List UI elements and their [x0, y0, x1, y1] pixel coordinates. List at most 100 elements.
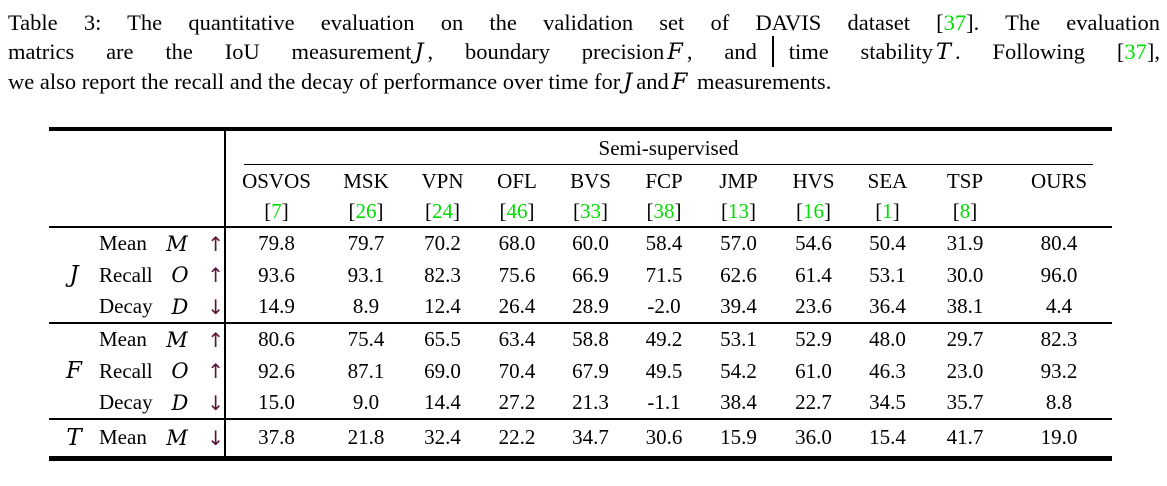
metric-name: Decay	[99, 294, 153, 318]
metric-name: Mean	[99, 327, 147, 351]
value-cell: 23.0	[946, 358, 984, 383]
citation-link[interactable]: 37	[1124, 39, 1147, 64]
bracket: [	[952, 199, 960, 223]
bracket: ]	[892, 199, 900, 223]
group-symbol-j: J	[49, 226, 99, 323]
column-header-sea: SEA	[867, 168, 908, 193]
table-row: Recall O ↑ 92.6 87.1 69.0 70.4 67.9 49.5 5…	[49, 355, 1112, 387]
caption-text: . Following [	[955, 39, 1125, 64]
citation-link[interactable]: 37	[943, 10, 967, 35]
caption-text: ]. The evaluation	[966, 10, 1160, 35]
script-f-symbol: F	[667, 39, 683, 65]
column-header-vpn: VPN	[421, 168, 464, 193]
value-cell: 12.4	[424, 294, 461, 318]
caption-text: , boundary precision	[427, 39, 665, 64]
citation-cell: [8]	[924, 197, 1006, 228]
group-symbol-f: F	[49, 322, 99, 419]
citation-cell: [24]	[405, 197, 480, 228]
citation-link[interactable]: 8	[959, 199, 971, 223]
script-m-symbol: M	[166, 425, 188, 450]
value-cell: 8.8	[1045, 390, 1073, 414]
bracket: ]	[527, 199, 535, 223]
column-header-jmp: JMP	[719, 168, 758, 193]
value-cell: 61.4	[795, 262, 832, 287]
down-arrow-icon: ↓	[207, 425, 224, 450]
column-header-hvs: HVS	[792, 168, 835, 193]
caption-line-1: Table 3: The quantitative evaluation on …	[8, 8, 1160, 37]
value-cell: 14.4	[424, 390, 461, 414]
value-cell: 28.9	[572, 294, 609, 318]
script-t-symbol: T	[66, 424, 82, 451]
value-cell: 39.4	[720, 294, 757, 318]
script-m-symbol: M	[166, 327, 188, 352]
citation-link[interactable]: 24	[432, 199, 453, 223]
citation-link[interactable]: 26	[355, 199, 377, 223]
citation-link[interactable]: 46	[506, 199, 528, 223]
table-header: Semi-supervised OSVOS MSK VPN OFL BVS FC…	[49, 129, 1113, 228]
bracket: ]	[453, 199, 460, 223]
bracket: [	[499, 199, 507, 223]
value-cell: 66.9	[572, 262, 609, 287]
value-cell: 26.4	[498, 294, 536, 318]
value-cell: 80.6	[225, 322, 327, 355]
table-row: Decay D ↓ 14.9 8.9 12.4 26.4 28.9 -2.0 39.…	[49, 291, 1112, 323]
value-cell: 49.2	[627, 322, 701, 355]
bracket: ]	[674, 199, 682, 223]
up-arrow-icon: ↑	[207, 359, 224, 383]
citation-link[interactable]: 13	[728, 199, 749, 223]
value-cell: 31.9	[924, 226, 1006, 259]
bracket: ]	[824, 199, 831, 223]
metric-name: Recall	[99, 262, 153, 287]
value-cell: 32.4	[405, 418, 480, 458]
citation-link[interactable]: 33	[580, 199, 601, 223]
value-cell: 60.0	[554, 226, 627, 259]
value-cell: 37.8	[225, 418, 327, 458]
value-cell-best: -1.1	[647, 390, 681, 414]
bracket: [	[425, 199, 432, 223]
value-cell: 53.1	[701, 322, 776, 355]
value-cell: 19.0	[1006, 418, 1113, 458]
caption-text: , and time stability	[686, 39, 934, 64]
group-f: F Mean M ↑ 80.6 75.4 65.5 63.4 58.8 49.2 5…	[49, 322, 1113, 419]
value-cell: 69.0	[424, 358, 461, 383]
bracket: [	[573, 199, 580, 223]
value-cell: 23.6	[795, 294, 832, 318]
column-header-tsp: TSP	[946, 168, 984, 193]
citation-link[interactable]: 16	[803, 199, 824, 223]
table-row: F Mean M ↑ 80.6 75.4 65.5 63.4 58.8 49.2 5…	[49, 322, 1113, 419]
value-cell: 38.1	[946, 294, 984, 318]
row-label-recall: Recall O ↑	[99, 355, 226, 387]
citation-cell: [1]	[851, 197, 924, 228]
value-cell: 71.5	[645, 262, 683, 287]
caption-line-2: matrics are the IoU measurement J, bounda…	[8, 37, 1160, 67]
bracket: [	[796, 199, 803, 223]
value-cell: 79.8	[225, 226, 327, 259]
bracket: ]	[749, 199, 756, 223]
column-header-fcp: FCP	[645, 168, 683, 193]
value-cell: 57.0	[701, 226, 776, 259]
up-arrow-icon: ↑	[207, 231, 224, 256]
value-cell: 75.4	[327, 322, 405, 355]
value-cell: 35.7	[946, 390, 984, 414]
citation-link[interactable]: 1	[882, 199, 893, 223]
value-cell-best: 82.3	[1006, 322, 1113, 355]
value-cell: 30.0	[946, 262, 984, 287]
script-f-symbol: F	[66, 358, 82, 384]
down-arrow-icon: ↓	[207, 294, 224, 319]
column-header-bvs: BVS	[570, 168, 611, 193]
citation-link[interactable]: 7	[271, 199, 282, 223]
value-cell-best: 15.4	[851, 418, 924, 458]
metric-name: Recall	[99, 358, 153, 383]
caption-text: and	[636, 69, 669, 94]
citation-cell: [38]	[627, 197, 701, 228]
value-cell: 79.7	[327, 226, 405, 259]
value-cell: 70.2	[405, 226, 480, 259]
value-cell: 58.4	[627, 226, 701, 259]
caption-text: matrics are the IoU measurement	[8, 39, 412, 64]
results-table: Semi-supervised OSVOS MSK VPN OFL BVS FC…	[49, 127, 1113, 461]
citation-cell: [16]	[776, 197, 851, 228]
value-cell: 63.4	[480, 322, 554, 355]
citation-link[interactable]: 38	[653, 199, 675, 223]
caption-text: Table 3: The quantitative evaluation on …	[8, 10, 944, 35]
value-cell: 68.0	[480, 226, 554, 259]
